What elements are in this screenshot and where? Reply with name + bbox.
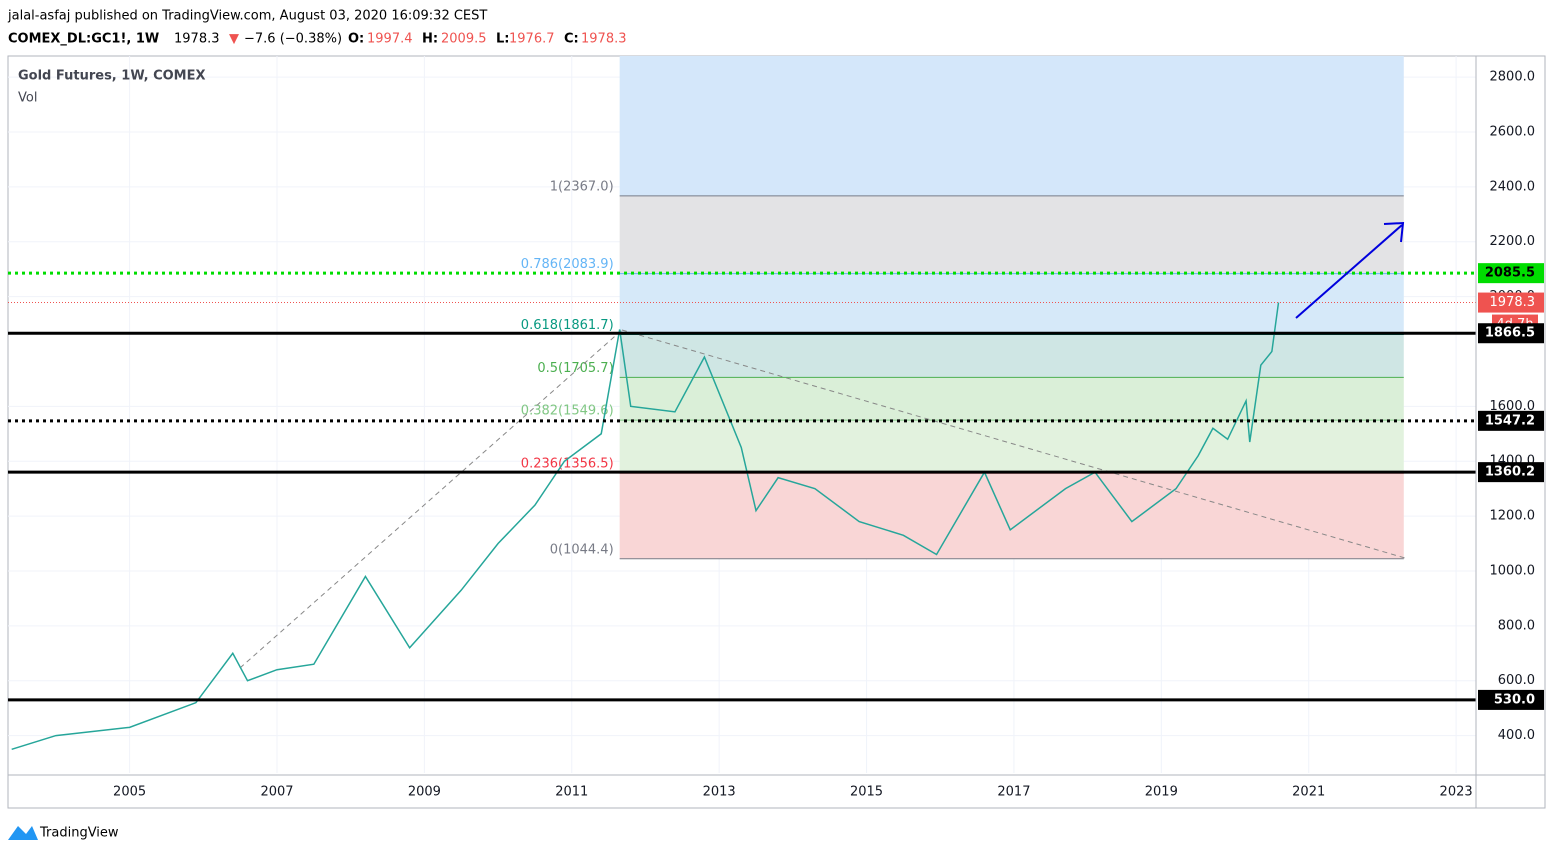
c-label: C: [564, 32, 579, 47]
level-label: 1866.5 [1485, 326, 1535, 341]
level-label: 1360.2 [1485, 465, 1535, 480]
y-tick-label: 1200.0 [1490, 509, 1536, 524]
y-tick-label: 1000.0 [1490, 563, 1536, 578]
x-tick-label: 2023 [1440, 785, 1473, 800]
level-label: 530.0 [1494, 692, 1535, 707]
y-tick-label: 2600.0 [1490, 124, 1536, 139]
last-price-tag [1478, 292, 1544, 313]
level-tag [1478, 410, 1544, 431]
symbol: COMEX_DL:GC1!, 1W [8, 32, 159, 47]
level-tag [1478, 462, 1544, 483]
logo: TradingView [8, 826, 119, 841]
y-tick-label: 400.0 [1498, 728, 1535, 743]
fib-label: 0.5(1705.7) [537, 361, 613, 376]
x-tick-label: 2013 [703, 785, 736, 800]
x-tick-label: 2005 [113, 785, 146, 800]
y-tick-label: 2200.0 [1490, 234, 1536, 249]
change: −7.6 (−0.38%) [244, 32, 342, 47]
level-tag [1478, 689, 1544, 710]
fib-label: 0.382(1549.6) [521, 404, 614, 419]
o-label: O: [348, 32, 364, 47]
chart-title: Gold Futures, 1W, COMEX [18, 69, 206, 84]
overlay: 2005 2007 2009 2011 2013 2015 2017 2019 2021 2023… [8, 70, 1544, 800]
low: 1976.7 [509, 32, 555, 47]
level-tag [1478, 323, 1544, 344]
chart-subtitle: Vol [18, 91, 37, 106]
fib-zone [619, 273, 1404, 335]
fib-label: 0.618(1861.7) [521, 318, 614, 333]
y-tick-label: 1600.0 [1490, 399, 1536, 414]
last: 1978.3 [174, 32, 220, 47]
fib-label: 0.236(1356.5) [521, 457, 614, 472]
level-tag [1478, 263, 1544, 284]
y-tick-label: 800.0 [1498, 618, 1535, 633]
fib-zone [619, 334, 1404, 378]
fib-label: 0.786(2083.9) [521, 257, 614, 272]
x-tick-label: 2019 [1145, 785, 1178, 800]
x-tick-label: 2007 [260, 785, 293, 800]
trend-line [239, 329, 623, 669]
y-tick-label: 600.0 [1498, 673, 1535, 688]
arrow [1295, 224, 1403, 319]
close: 1978.3 [581, 32, 627, 47]
price-line [11, 302, 1280, 751]
arrow-head [1383, 221, 1405, 243]
open: 1997.4 [367, 32, 413, 47]
x-tick-label: 2015 [850, 785, 883, 800]
y-tick-label: 2400.0 [1490, 179, 1536, 194]
fib-zone [619, 377, 1404, 421]
fib-label: 0(1044.4) [550, 542, 614, 557]
fib-zone [619, 420, 1404, 474]
fib-zone [619, 195, 1404, 274]
x-tick-label: 2017 [997, 785, 1030, 800]
h-label: H: [422, 32, 438, 47]
high: 2009.5 [441, 32, 487, 47]
trend-line [621, 329, 1406, 559]
arrow: ▼ [229, 32, 239, 47]
level-label: 2085.5 [1485, 266, 1535, 281]
level-label: 1547.2 [1485, 413, 1535, 428]
fib-zone [619, 56, 1404, 196]
x-tick-label: 2011 [555, 785, 588, 800]
l-label: L: [496, 32, 509, 47]
y-tick-label: 2800.0 [1490, 70, 1536, 85]
x-tick-label: 2009 [408, 785, 441, 800]
brand: TradingView [39, 826, 119, 841]
plot: 1(2367.0) 0.786(2083.9) 0.618(1861.7) 0.5(1… [8, 56, 1476, 773]
byline: jalal-asfaj published on TradingView.com… [7, 9, 487, 24]
fib-label: 1(2367.0) [550, 179, 614, 194]
x-tick-label: 2021 [1292, 785, 1325, 800]
last-price-label: 1978.3 [1490, 295, 1536, 310]
fib-zone [619, 473, 1404, 559]
